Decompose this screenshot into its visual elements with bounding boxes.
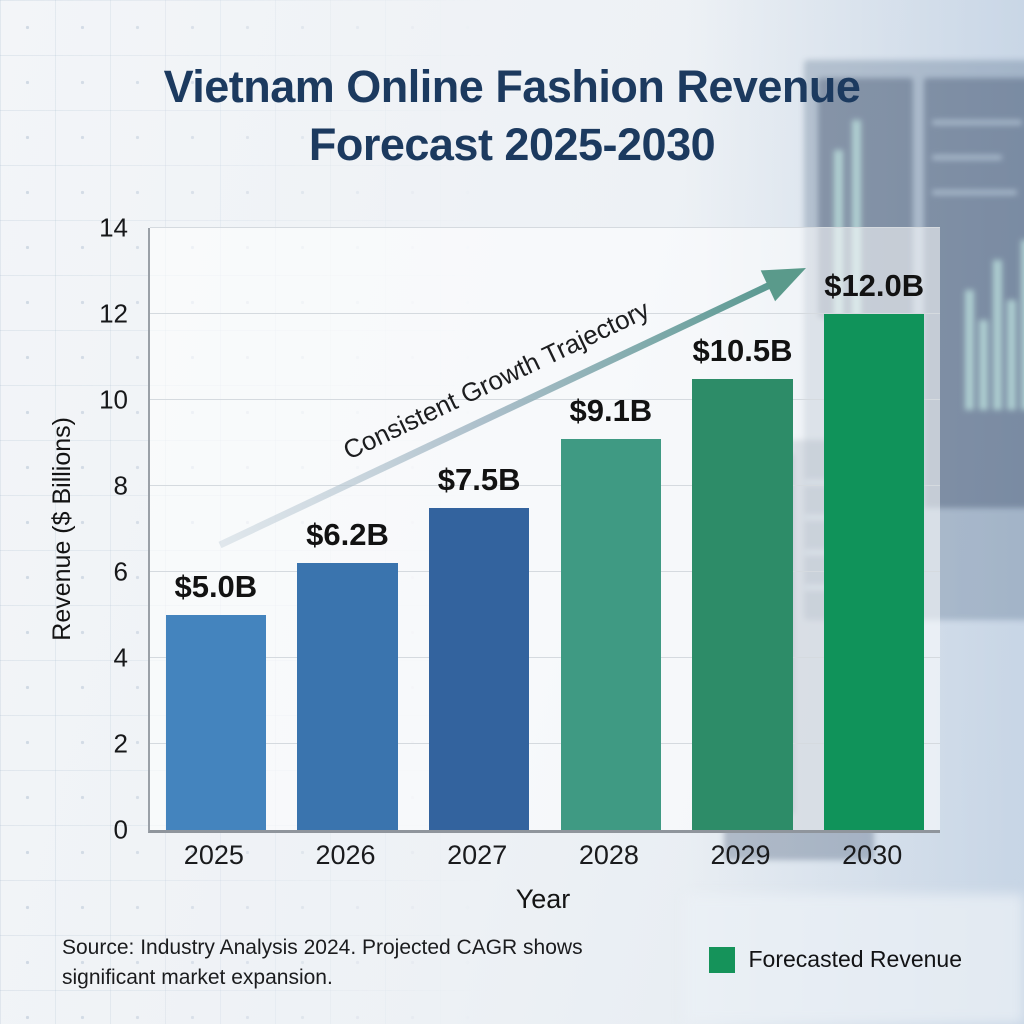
x-tick-label: 2026 — [315, 840, 376, 870]
x-axis-ticks: 2025 2026 2027 2028 2029 2030 — [148, 840, 938, 871]
growth-arrow-head — [760, 268, 806, 302]
bar-slot: $9.1B — [545, 228, 677, 830]
y-tick-label: 4 — [113, 642, 128, 673]
x-tick-label: 2025 — [183, 840, 244, 870]
chart-title-line2: Forecast 2025-2030 — [308, 118, 716, 170]
x-tick-label: 2030 — [842, 840, 903, 870]
legend: Forecasted Revenue — [709, 946, 962, 973]
growth-arrow: Consistent Growth Trajectory — [218, 268, 806, 549]
y-tick-label: 14 — [99, 212, 128, 243]
x-axis-title: Year — [515, 884, 571, 914]
y-tick-label: 10 — [99, 384, 128, 415]
bar-value-label: $6.2B — [306, 517, 389, 553]
source-note-line1: Source: Industry Analysis 2024. Projecte… — [62, 936, 583, 959]
x-tick-label: 2027 — [447, 840, 508, 870]
gridline — [150, 313, 940, 314]
bar-value-label: $10.5B — [692, 332, 793, 368]
y-tick-label: 0 — [113, 814, 128, 845]
chart-title-line1: Vietnam Online Fashion Revenue — [163, 61, 861, 112]
bar-value-label: $5.0B — [174, 569, 258, 604]
source-note: Source: Industry Analysis 2024. Projecte… — [62, 933, 583, 994]
gridline — [150, 571, 940, 572]
gridline — [150, 743, 940, 744]
bar-2029 — [692, 378, 793, 830]
bar-2026 — [297, 563, 398, 830]
bar-value-label: $12.0B — [824, 268, 925, 303]
growth-arrow-line — [218, 281, 772, 549]
x-tick-label: 2029 — [710, 840, 771, 870]
bars-row: $5.0B $6.2B $7.5B $9.1B $10.5B $12.0B — [150, 228, 940, 830]
gridline — [150, 657, 940, 658]
bar-value-label: $9.1B — [569, 392, 653, 428]
y-axis-ticks: 0 2 4 6 8 10 12 14 — [0, 213, 138, 845]
bar-slot: $6.2B — [282, 228, 414, 830]
bar-slot: $5.0B — [150, 228, 282, 830]
y-tick-label: 6 — [113, 556, 128, 587]
plot-area: $5.0B $6.2B $7.5B $9.1B $10.5B $12.0B — [148, 227, 940, 833]
gridline — [150, 399, 940, 400]
bar-slot: $7.5B — [413, 228, 545, 830]
gridline — [150, 227, 940, 228]
bar-2027 — [429, 507, 530, 830]
monitor-image — [804, 60, 1024, 620]
legend-label: Forecasted Revenue — [748, 946, 962, 972]
y-tick-label: 8 — [113, 470, 128, 501]
bar-2030 — [824, 314, 925, 830]
bar-slot: $12.0B — [808, 228, 940, 830]
bar-value-label: $7.5B — [437, 461, 521, 497]
desk-image — [684, 894, 1024, 1024]
bar-2025 — [165, 615, 266, 830]
legend-swatch — [709, 946, 736, 973]
gridline — [150, 485, 940, 486]
source-note-line2: significant market expansion. — [62, 966, 333, 990]
bar-slot: $10.5B — [677, 228, 809, 830]
y-tick-label: 12 — [99, 298, 128, 329]
chart-title: Vietnam Online Fashion Revenue Forecast … — [0, 58, 1024, 173]
x-tick-label: 2028 — [578, 840, 639, 870]
bar-2028 — [560, 438, 661, 830]
growth-annotation-text: Consistent Growth Trajectory — [338, 294, 653, 465]
y-tick-label: 2 — [113, 728, 128, 759]
